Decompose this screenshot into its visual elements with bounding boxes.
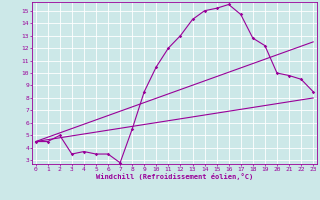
X-axis label: Windchill (Refroidissement éolien,°C): Windchill (Refroidissement éolien,°C) (96, 173, 253, 180)
